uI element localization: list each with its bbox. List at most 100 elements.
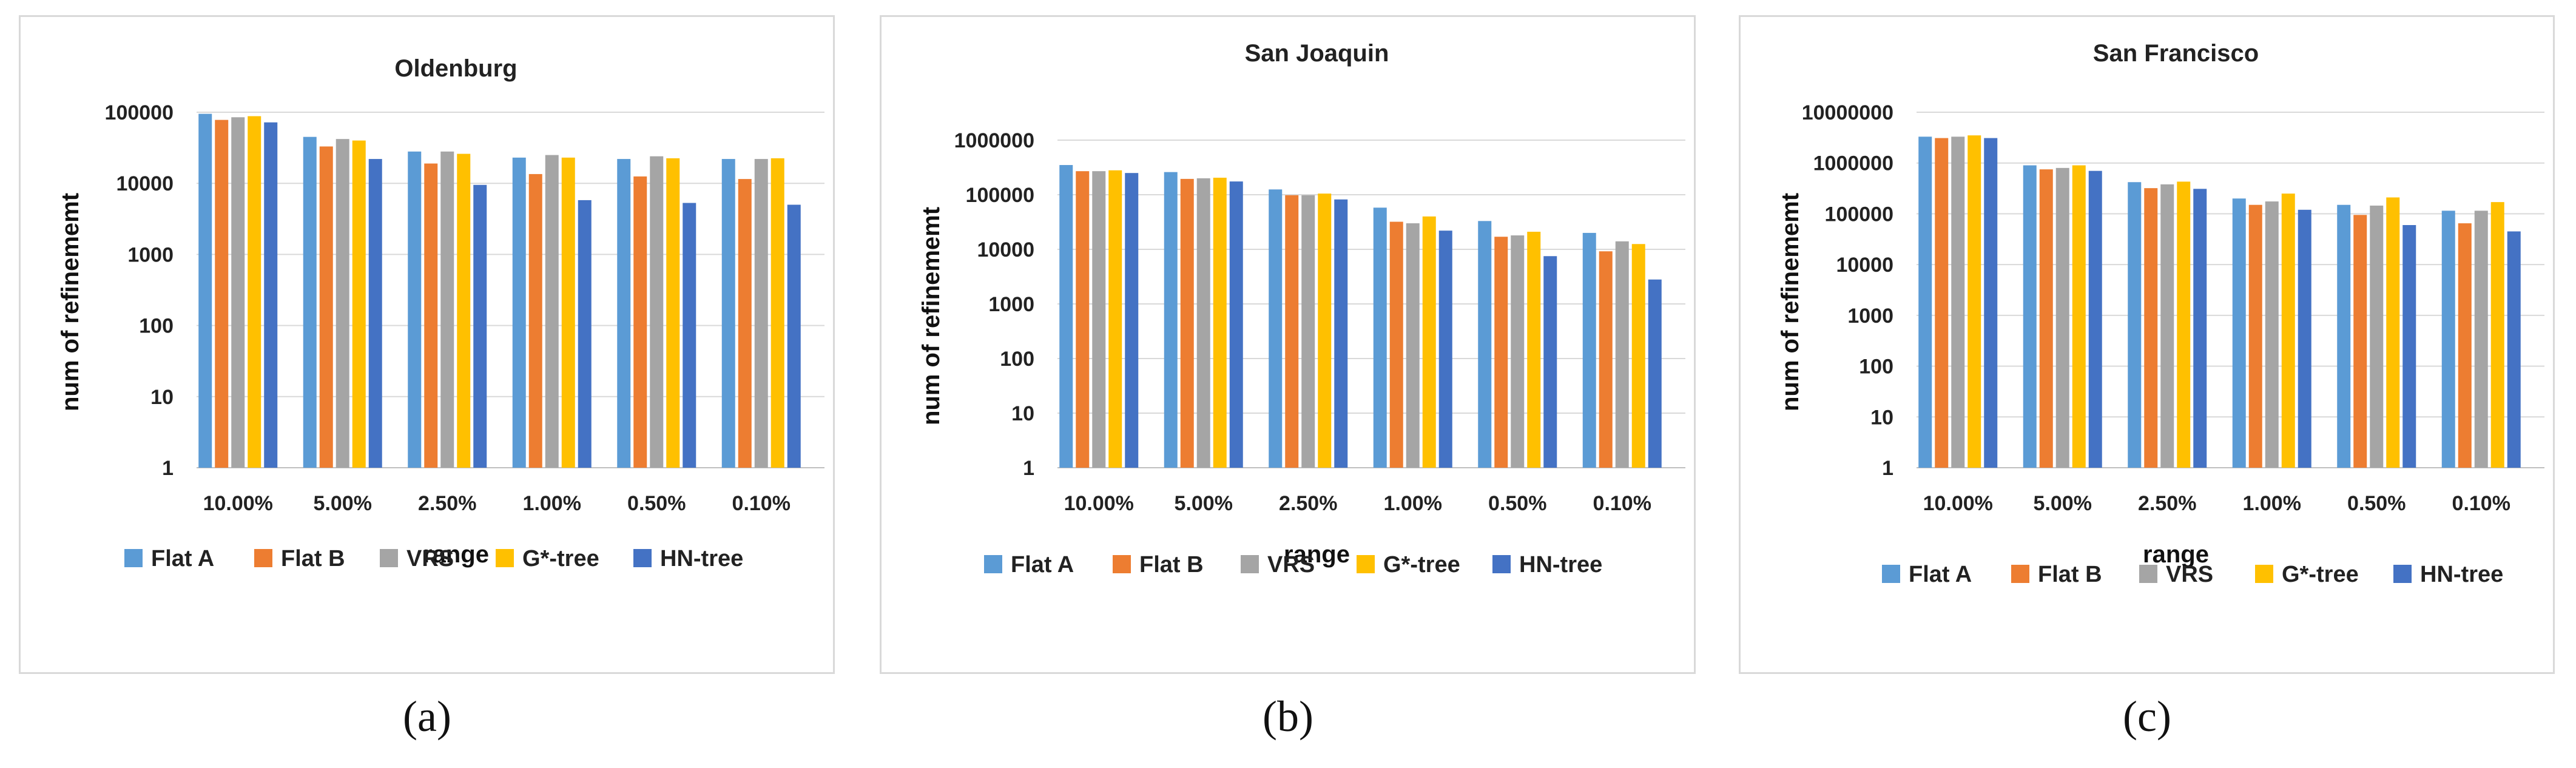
- bar-vrs-10-00: [231, 117, 245, 468]
- legend-swatch-vrs: [2139, 565, 2157, 583]
- bar-g-tree-10-00: [1108, 170, 1122, 468]
- bar-flat-a-2-50: [408, 151, 422, 468]
- y-tick-label: 10000000: [1802, 101, 1893, 124]
- bar-flat-a-1-00: [512, 157, 526, 468]
- x-tick-label: 10.00%: [1923, 492, 1993, 515]
- x-tick-label: 0.50%: [627, 492, 686, 515]
- y-tick-label: 10000: [1836, 254, 1893, 277]
- x-tick-label: 0.50%: [1488, 492, 1546, 515]
- legend-label-flat-a: Flat A: [1011, 552, 1074, 578]
- bar-flat-b-2-50: [424, 163, 438, 468]
- bar-vrs-2-50: [2160, 184, 2174, 468]
- bar-hn-tree-0-50: [1543, 256, 1557, 468]
- legend-swatch-hn-tree: [1492, 555, 1511, 573]
- bar-vrs-0-50: [2370, 205, 2384, 468]
- y-tick-label: 1: [1882, 457, 1893, 480]
- bar-g-tree-0-10: [2490, 202, 2504, 468]
- bar-vrs-1-00: [545, 155, 559, 468]
- bar-flat-a-1-00: [1373, 207, 1387, 468]
- legend-label-flat-a: Flat A: [1909, 562, 1972, 587]
- bar-vrs-0-10: [2474, 211, 2488, 468]
- bar-hn-tree-5-00: [1229, 181, 1243, 468]
- legend-label-g-tree: G*-tree: [522, 546, 599, 571]
- bar-hn-tree-0-10: [787, 204, 801, 468]
- x-axis-label: range: [2143, 541, 2209, 568]
- y-axis-label: num of refinememt: [57, 193, 84, 411]
- bar-hn-tree-5-00: [368, 159, 382, 468]
- bar-flat-a-0-50: [2337, 204, 2351, 468]
- bar-flat-a-10-00: [1918, 136, 1932, 468]
- y-tick-label: 10: [150, 386, 174, 409]
- bar-g-tree-1-00: [1422, 216, 1436, 468]
- bar-flat-b-1-00: [2248, 204, 2262, 468]
- bar-g-tree-5-00: [1213, 177, 1227, 468]
- chart-panel-san-joaquin: San Joaquin 1 10 100 1000 10000 100000 1000000 1…: [880, 15, 1696, 674]
- bar-hn-tree-2-50: [1334, 199, 1348, 468]
- legend-swatch-hn-tree: [2393, 565, 2412, 583]
- y-tick-label: 1000000: [1813, 152, 1893, 175]
- subfigure-label-c: (c): [2123, 692, 2171, 741]
- bar-flat-a-2-50: [2128, 182, 2142, 468]
- bar-flat-b-5-00: [1180, 178, 1194, 468]
- legend-swatch-g-tree: [2255, 565, 2273, 583]
- chart-san-joaquin: San Joaquin 1 10 100 1000 10000 100000 1000000 1…: [918, 40, 1685, 578]
- y-tick-label: 100: [1000, 348, 1034, 371]
- y-axis-label: num of refinememt: [918, 207, 945, 425]
- chart-oldenburg: Oldenburg 1 10 100 1000 10000 100000 10.00% 5.00…: [57, 55, 824, 571]
- legend-label-g-tree: G*-tree: [1383, 552, 1460, 578]
- legend-label-flat-b: Flat B: [1139, 552, 1204, 578]
- legend-swatch-flat-a: [1882, 565, 1900, 583]
- y-tick-label: 1: [162, 457, 174, 480]
- bar-flat-b-5-00: [319, 146, 333, 468]
- bar-flat-a-1-00: [2232, 198, 2246, 468]
- subfigure-label-b: (b): [1263, 692, 1313, 741]
- x-tick-label: 2.50%: [418, 492, 476, 515]
- bar-vrs-5-00: [2055, 167, 2069, 468]
- bar-hn-tree-1-00: [1438, 231, 1452, 468]
- legend-swatch-vrs: [380, 549, 398, 567]
- bar-g-tree-2-50: [2177, 181, 2191, 468]
- legend-label-vrs: VRS: [2166, 562, 2213, 587]
- bar-flat-b-10-00: [215, 120, 229, 468]
- subfigure-label-a: (a): [403, 692, 451, 741]
- bar-flat-a-10-00: [198, 113, 212, 468]
- x-tick-label: 10.00%: [203, 492, 273, 515]
- bar-g-tree-0-50: [2386, 197, 2400, 468]
- legend-swatch-vrs: [1241, 555, 1259, 573]
- bar-hn-tree-0-50: [2402, 225, 2416, 468]
- y-tick-label: 100000: [105, 101, 174, 124]
- chart-panel-oldenburg: Oldenburg 1 10 100 1000 10000 100000 10.00% 5.00…: [19, 15, 835, 674]
- bar-vrs-1-00: [2265, 201, 2279, 468]
- x-tick-label: 10.00%: [1064, 492, 1134, 515]
- legend-label-flat-b: Flat B: [2038, 562, 2102, 587]
- bar-hn-tree-2-50: [2193, 189, 2207, 468]
- legend-swatch-hn-tree: [633, 549, 652, 567]
- chart-san-francisco: San Francisco 1 10 100 1000 10000 100000 100000…: [1777, 40, 2544, 587]
- bar-flat-a-0-50: [617, 159, 631, 468]
- legend-label-hn-tree: HN-tree: [1519, 552, 1602, 578]
- bar-flat-a-0-10: [2441, 211, 2455, 468]
- bar-hn-tree-10-00: [1984, 138, 1998, 468]
- x-tick-label: 0.10%: [1593, 492, 1651, 515]
- x-axis-label: range: [1284, 541, 1350, 568]
- bar-flat-b-2-50: [2144, 188, 2158, 468]
- y-tick-label: 10: [1011, 402, 1034, 425]
- x-tick-label: 5.00%: [314, 492, 372, 515]
- bar-g-tree-5-00: [352, 140, 366, 468]
- bar-vrs-5-00: [335, 139, 349, 468]
- legend-label-vrs: VRS: [406, 546, 454, 571]
- legend-label-hn-tree: HN-tree: [660, 546, 743, 571]
- bar-flat-b-2-50: [1285, 195, 1299, 468]
- legend-swatch-g-tree: [1357, 555, 1375, 573]
- legend-swatch-flat-b: [2011, 565, 2029, 583]
- bar-vrs-2-50: [440, 151, 454, 468]
- y-tick-label: 100: [139, 315, 174, 338]
- chart-panel-san-francisco: San Francisco 1 10 100 1000 10000 100000 100000…: [1739, 15, 2555, 674]
- bar-flat-a-5-00: [1164, 172, 1178, 468]
- x-tick-label: 1.00%: [523, 492, 581, 515]
- bar-hn-tree-10-00: [1125, 173, 1139, 468]
- bar-flat-b-0-10: [2458, 223, 2472, 468]
- bar-hn-tree-1-00: [2298, 209, 2311, 468]
- bar-flat-a-0-10: [1582, 232, 1596, 468]
- bar-flat-a-0-50: [1478, 221, 1492, 468]
